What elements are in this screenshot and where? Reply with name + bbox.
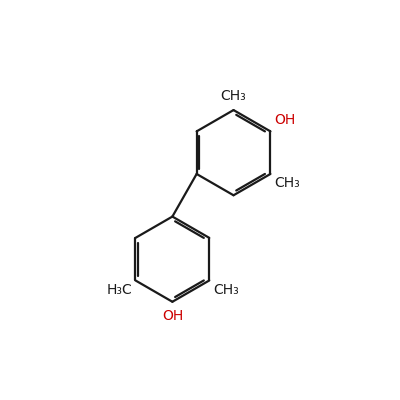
- Text: CH₃: CH₃: [213, 283, 238, 297]
- Text: OH: OH: [275, 113, 296, 127]
- Text: OH: OH: [162, 309, 183, 323]
- Text: CH₃: CH₃: [221, 89, 246, 103]
- Text: CH₃: CH₃: [275, 176, 300, 190]
- Text: H₃C: H₃C: [106, 283, 132, 297]
